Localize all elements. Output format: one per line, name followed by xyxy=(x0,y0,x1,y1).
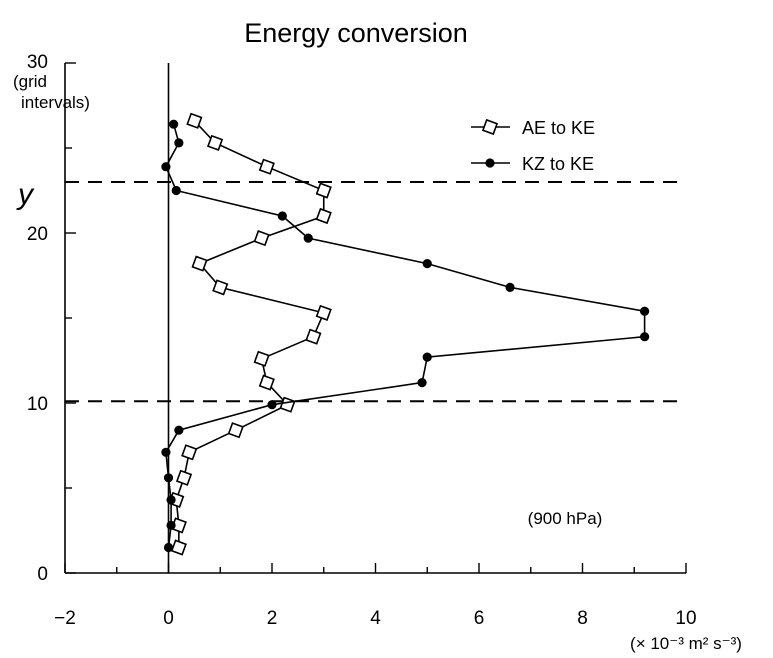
x-tick-label: 8 xyxy=(577,608,588,629)
data-point-ae-to-ke xyxy=(181,444,198,461)
data-point-kz-to-ke xyxy=(169,119,179,129)
data-point-ae-to-ke xyxy=(212,279,229,296)
data-point-ae-to-ke xyxy=(258,158,275,175)
plot-axes: −2 0 2 4 6 8 10 0 10 20 xyxy=(27,62,697,629)
chart-title: Energy conversion xyxy=(244,18,468,48)
data-point-kz-to-ke xyxy=(171,185,181,196)
x-tick-label: 0 xyxy=(163,608,174,629)
data-point-kz-to-ke xyxy=(166,520,176,531)
y-unit-label-line1: (grid xyxy=(13,72,47,91)
y-tick-label: 0 xyxy=(37,564,48,585)
data-point-ae-to-ke xyxy=(315,182,332,199)
data-point-kz-to-ke xyxy=(163,542,174,553)
x-tick-label: 4 xyxy=(370,608,381,629)
series-ae-to-ke xyxy=(168,112,332,556)
y-tick-label: 20 xyxy=(27,224,48,245)
x-tick-label: −2 xyxy=(54,608,76,629)
data-point-kz-to-ke xyxy=(174,425,184,435)
legend-marker-ae-to-ke xyxy=(481,118,499,136)
pressure-level-annotation: (900 hPa) xyxy=(528,509,603,528)
data-point-ae-to-ke xyxy=(170,539,187,556)
data-point-ae-to-ke xyxy=(253,350,270,367)
series-kz-to-ke xyxy=(161,119,650,553)
data-point-kz-to-ke xyxy=(640,332,650,342)
data-point-ae-to-ke xyxy=(315,304,332,321)
data-point-kz-to-ke xyxy=(161,162,171,172)
data-point-kz-to-ke xyxy=(422,259,432,269)
x-tick-label: 10 xyxy=(675,608,696,629)
data-point-ae-to-ke xyxy=(315,207,332,225)
data-point-ae-to-ke xyxy=(227,422,244,439)
y-tick-label: 10 xyxy=(27,394,48,415)
data-point-ae-to-ke xyxy=(207,134,224,151)
data-point-kz-to-ke xyxy=(505,282,515,292)
data-point-kz-to-ke xyxy=(163,473,174,483)
x-tick-label: 6 xyxy=(474,608,485,629)
data-point-kz-to-ke xyxy=(161,447,171,457)
data-point-kz-to-ke xyxy=(417,378,427,388)
data-point-kz-to-ke xyxy=(640,306,650,316)
data-point-ae-to-ke xyxy=(191,255,208,272)
data-point-kz-to-ke xyxy=(174,138,184,148)
y-axis-label: y xyxy=(16,178,35,211)
legend-label-ae-to-ke: AE to KE xyxy=(522,118,595,138)
data-point-ae-to-ke xyxy=(186,112,203,129)
legend: AE to KE KZ to KE xyxy=(471,118,595,174)
series-line-kz-to-ke xyxy=(165,123,646,548)
x-tick-label: 2 xyxy=(267,608,278,629)
x-unit-label: (× 10⁻³ m² s⁻³) xyxy=(630,634,742,653)
legend-marker-kz-to-ke xyxy=(485,158,495,168)
y-unit-label-line2: intervals) xyxy=(21,93,90,112)
y-tick-label-top: 30 xyxy=(27,52,48,73)
series-line-ae-to-ke xyxy=(175,120,325,548)
data-point-kz-to-ke xyxy=(277,211,287,221)
plot-area xyxy=(161,112,650,556)
data-point-kz-to-ke xyxy=(267,400,277,410)
data-point-ae-to-ke xyxy=(175,469,193,486)
data-point-ae-to-ke xyxy=(253,230,270,247)
data-point-ae-to-ke xyxy=(305,328,322,345)
data-point-kz-to-ke xyxy=(303,233,313,243)
data-point-kz-to-ke xyxy=(166,495,176,505)
reference-lines xyxy=(65,181,686,403)
legend-label-kz-to-ke: KZ to KE xyxy=(522,154,594,174)
data-point-ae-to-ke xyxy=(258,374,275,391)
data-point-kz-to-ke xyxy=(422,352,432,362)
